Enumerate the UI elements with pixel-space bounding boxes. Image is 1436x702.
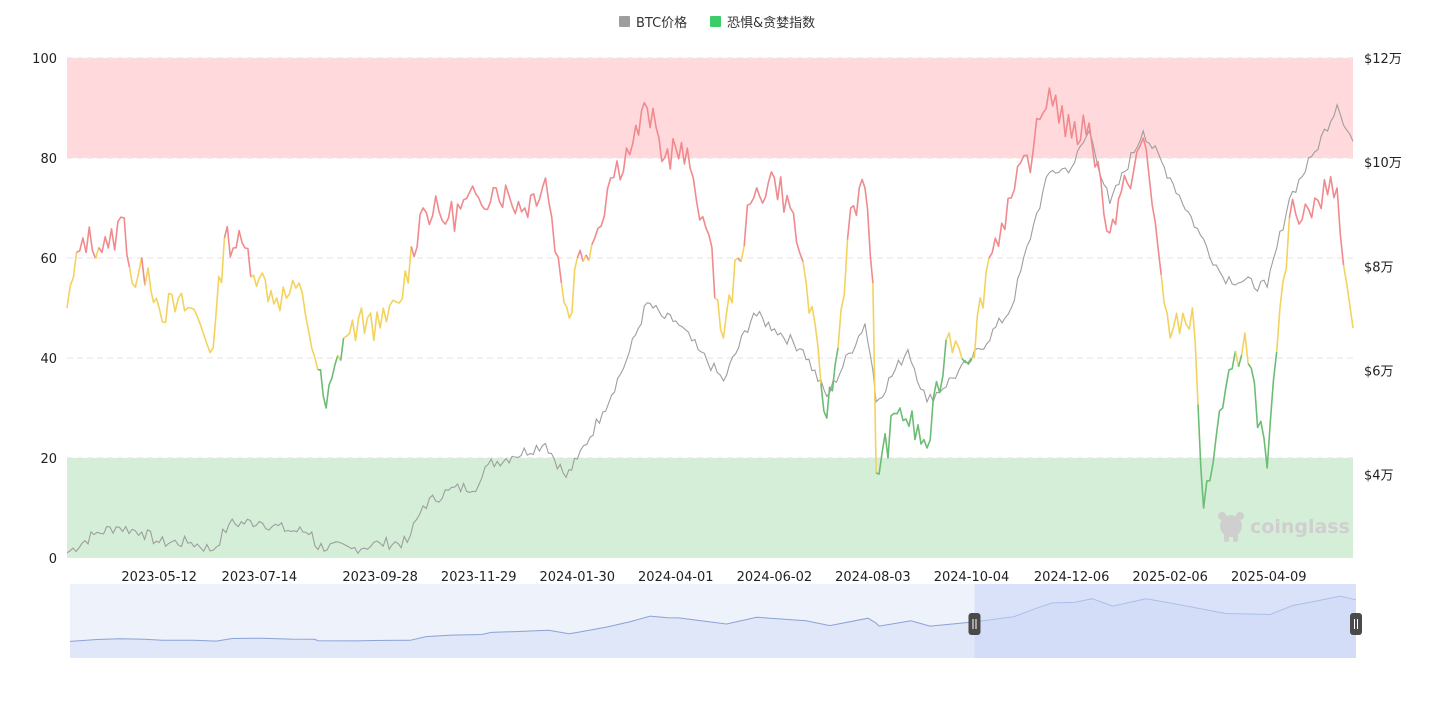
fear-greed-segment-greed: [76, 226, 97, 259]
left-tick-label: 60: [40, 252, 57, 267]
right-axis: $4万 $6万 $8万 $10万 $12万: [1364, 52, 1402, 484]
fear-greed-segment-fear: [1237, 354, 1243, 368]
left-tick-label: 20: [40, 452, 57, 467]
x-tick-label: 2024-10-04: [934, 570, 1010, 585]
background-bands: [67, 58, 1353, 558]
x-tick-label: 2023-07-14: [222, 570, 298, 585]
fear-greed-segment-neutral: [714, 257, 739, 339]
navigator-handle-left[interactable]: [968, 613, 981, 635]
right-tick-label: $10万: [1364, 156, 1402, 171]
band-1: [67, 458, 1353, 558]
fear-greed-segment-neutral: [128, 257, 143, 288]
fear-greed-segment-greed: [98, 216, 131, 268]
fear-greed-segment-greed: [410, 177, 563, 284]
fear-greed-segment-greed: [591, 101, 716, 299]
right-tick-label: $12万: [1364, 52, 1402, 67]
legend: BTC价格 恐惧&贪婪指数: [619, 15, 815, 31]
fear-greed-segment-greed: [140, 257, 146, 286]
legend-swatch-btc-price: [619, 16, 630, 27]
coinglass-logo-icon: [1218, 512, 1244, 542]
left-tick-label: 80: [40, 152, 57, 167]
legend-label-btc-price: BTC价格: [636, 15, 687, 31]
right-tick-label: $4万: [1364, 469, 1394, 484]
btc-price-series: [66, 103, 1354, 555]
fear-greed-segment-neutral: [740, 245, 745, 262]
fear-greed-segment-neutral: [1234, 350, 1240, 367]
coinglass-watermark: coinglass: [1218, 512, 1350, 542]
fear-greed-series: [66, 87, 1354, 509]
fear-greed-segment-fear: [1247, 351, 1278, 469]
fear-greed-segment-neutral: [1342, 264, 1354, 329]
fear-greed-segment-neutral: [588, 244, 593, 261]
left-tick-label: 40: [40, 352, 57, 367]
handle-grip-icon: [1350, 613, 1362, 635]
fear-greed-segment-fear: [317, 355, 339, 409]
x-tick-label: 2024-04-01: [638, 570, 714, 585]
legend-item-fear-greed-index[interactable]: 恐惧&贪婪指数: [710, 15, 815, 31]
fear-greed-segment-greed: [743, 171, 804, 262]
left-tick-label: 100: [32, 52, 57, 67]
fear-greed-segment-neutral: [837, 239, 849, 349]
x-tick-label: 2023-05-12: [121, 570, 197, 585]
x-tick-label: 2025-04-09: [1231, 570, 1307, 585]
grid-lines: [67, 57, 1353, 459]
legend-swatch-fear-greed-index: [710, 16, 721, 27]
fear-greed-segment-fear: [1197, 350, 1237, 509]
fear-greed-segment-neutral: [872, 282, 877, 474]
fear-greed-segment-fear: [875, 339, 947, 475]
navigator-selection: [974, 584, 1356, 658]
fear-greed-segment-greed: [846, 178, 874, 284]
x-tick-label: 2024-12-06: [1034, 570, 1110, 585]
x-tick-label: 2023-09-28: [342, 570, 418, 585]
fear-greed-segment-greed: [988, 87, 1162, 275]
left-tick-label: 0: [49, 552, 57, 567]
fear-greed-segment-neutral: [945, 332, 963, 359]
band-0: [67, 58, 1353, 158]
fear-greed-segment-neutral: [582, 254, 587, 263]
x-tick-label: 2024-08-03: [835, 570, 911, 585]
fear-greed-segment-neutral: [343, 246, 412, 342]
fear-greed-segment-neutral: [1275, 217, 1291, 352]
x-tick-label: 2025-02-06: [1132, 570, 1208, 585]
fear-greed-segment-greed: [1288, 175, 1345, 266]
right-tick-label: $8万: [1364, 260, 1394, 275]
right-tick-label: $6万: [1364, 365, 1394, 380]
fear-greed-segment-fear: [961, 357, 973, 364]
fear-greed-segment-greed: [223, 225, 252, 278]
fear-greed-segment-greed: [576, 249, 584, 262]
legend-item-btc-price[interactable]: BTC价格: [619, 15, 687, 31]
fear-greed-segment-neutral: [66, 252, 78, 309]
fear-greed-segment-neutral: [971, 257, 990, 359]
navigator-handle-right[interactable]: [1350, 613, 1362, 635]
fear-greed-segment-neutral: [250, 272, 319, 370]
fear-greed-segment-neutral: [1240, 332, 1249, 364]
x-tick-label: 2024-06-02: [737, 570, 813, 585]
left-axis: 0 20 40 60 80 100: [32, 52, 57, 567]
x-tick-label: 2024-01-30: [539, 570, 615, 585]
x-axis: 2023-05-12 2023-07-14 2023-09-28 2023-11-29…: [121, 570, 1306, 585]
fear-greed-segment-fear: [339, 337, 345, 361]
fear-greed-segment-neutral: [1160, 274, 1199, 405]
handle-grip-icon: [968, 613, 981, 635]
fear-greed-segment-neutral: [560, 257, 579, 319]
fear-greed-segment-neutral: [802, 261, 822, 384]
fear-greed-segment-fear: [820, 347, 839, 419]
range-navigator[interactable]: [69, 584, 1362, 658]
fear-greed-segment-neutral: [94, 247, 100, 259]
legend-label-fear-greed-index: 恐惧&贪婪指数: [727, 15, 815, 31]
fear-greed-segment-neutral: [144, 237, 226, 354]
watermark-text: coinglass: [1250, 516, 1350, 538]
x-tick-label: 2023-11-29: [441, 570, 517, 585]
btc-price-line: [66, 103, 1354, 555]
